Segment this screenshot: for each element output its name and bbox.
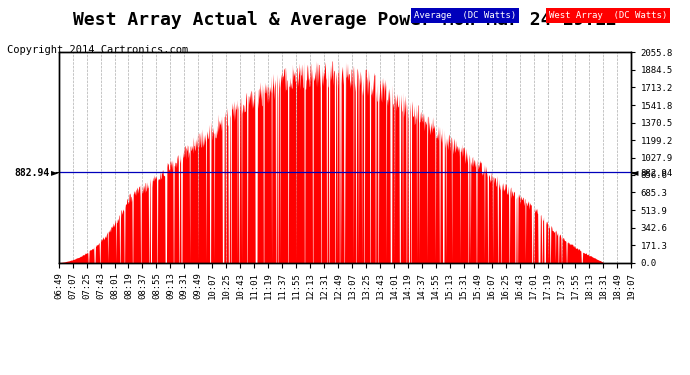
Text: West Array Actual & Average Power Mon Mar 24 19:12: West Array Actual & Average Power Mon Ma… [73, 11, 617, 29]
Text: Copyright 2014 Cartronics.com: Copyright 2014 Cartronics.com [7, 45, 188, 55]
Text: Average  (DC Watts): Average (DC Watts) [414, 11, 516, 20]
Text: ◄: ◄ [631, 167, 639, 177]
Text: West Array  (DC Watts): West Array (DC Watts) [549, 11, 667, 20]
Text: ►: ► [51, 167, 59, 177]
